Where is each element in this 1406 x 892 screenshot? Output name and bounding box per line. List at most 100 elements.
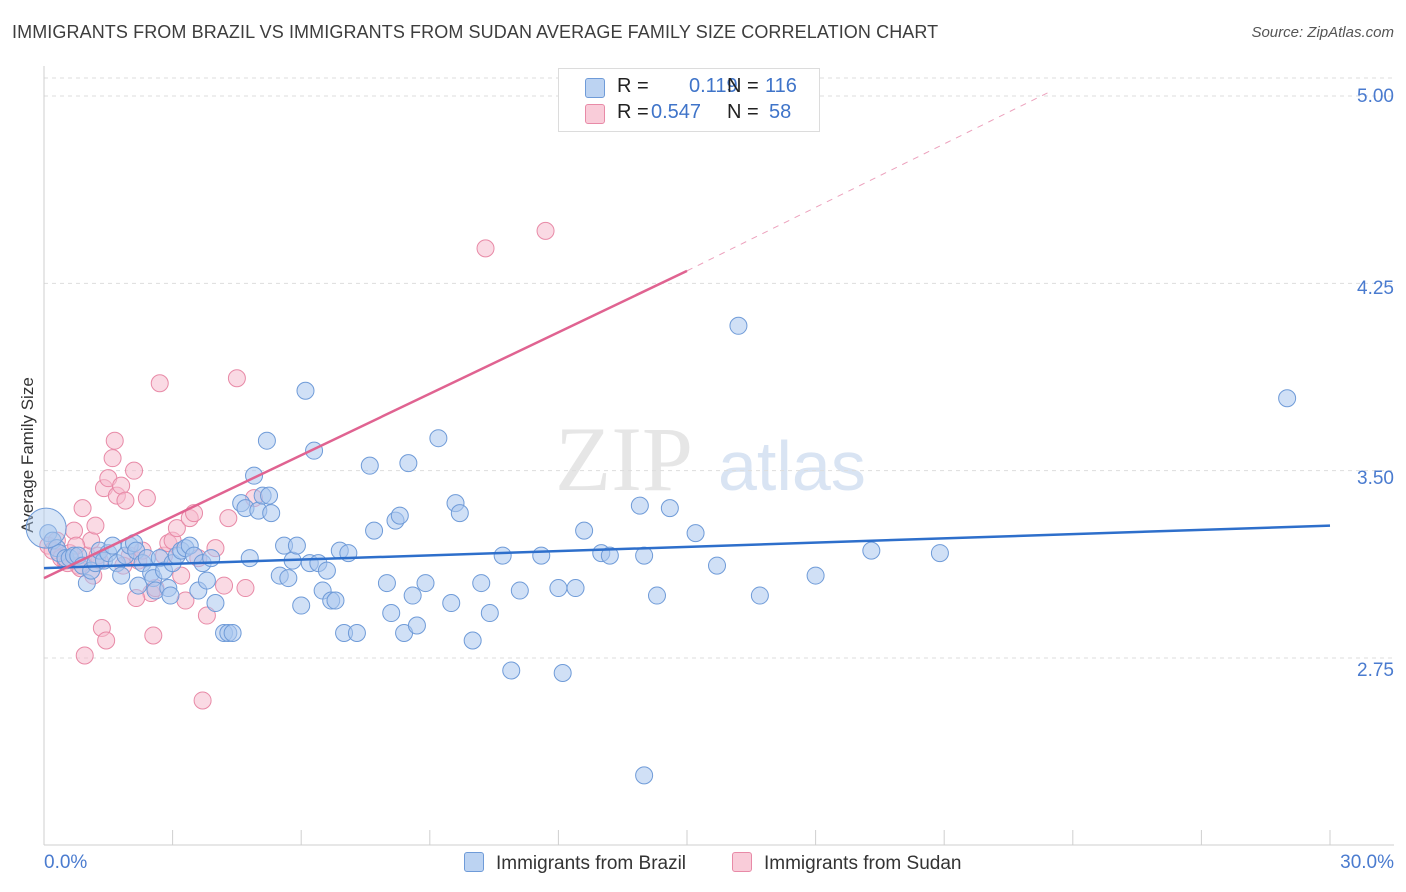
brazil-point (566, 579, 585, 598)
x-tick-label-min: 0.0% (44, 852, 88, 873)
brazil-swatch (585, 78, 605, 98)
brazil-point (279, 569, 298, 588)
sudan-point (215, 576, 234, 595)
sudan-point (476, 239, 495, 258)
n-value: 116 (765, 75, 797, 97)
sudan-legend-label: Immigrants from Sudan (764, 853, 962, 874)
legend-row-sudan: R = 0.547 N = 58 (559, 101, 819, 127)
brazil-point (360, 456, 379, 475)
sudan-point (116, 491, 135, 510)
brazil-point (463, 631, 482, 650)
n-value: 58 (769, 101, 792, 123)
brazil-point (202, 549, 221, 568)
sudan-point (193, 691, 212, 710)
brazil-point (930, 544, 949, 563)
axes (43, 66, 1394, 846)
brazil-point (399, 454, 418, 473)
sudan-point (167, 519, 186, 538)
n-label: N = (727, 101, 759, 123)
brazil-point (480, 604, 499, 623)
brazil-point (862, 541, 881, 560)
brazil-point (407, 616, 426, 635)
brazil-point (292, 596, 311, 615)
brazil-point (206, 594, 225, 613)
brazil-point (240, 549, 259, 568)
brazil-point (510, 581, 529, 600)
brazil-point (262, 504, 281, 523)
brazil-point (326, 591, 345, 610)
sudan-point (137, 489, 156, 508)
brazil-point (647, 586, 666, 605)
r-value: 0.119 (689, 75, 738, 97)
legend-row-brazil: R = 0.119 N = 116 (559, 75, 819, 101)
watermark-zip: ZIP (555, 408, 693, 510)
brazil-legend-label: Immigrants from Brazil (496, 853, 687, 874)
sudan-point (219, 509, 238, 528)
sudan-point (197, 606, 216, 625)
sudan-legend-swatch (732, 852, 752, 872)
stats-legend: R = 0.119 N = 116 R = 0.547 N = 58 (558, 68, 820, 132)
source-note: Source: ZipAtlas.com (1251, 24, 1394, 41)
r-value: 0.547 (651, 101, 702, 123)
brazil-point (382, 604, 401, 623)
bottom-legend-sudan: Immigrants from Sudan (732, 852, 961, 875)
sudan-point (536, 221, 555, 240)
sudan-point (227, 369, 246, 388)
brazil-point (450, 504, 469, 523)
brazil-point (296, 381, 315, 400)
sudan-trend-line (43, 269, 688, 580)
chart-title: IMMIGRANTS FROM BRAZIL VS IMMIGRANTS FRO… (12, 22, 939, 42)
brazil-point (223, 624, 242, 643)
brazil-point (429, 429, 448, 448)
brazil-point (750, 586, 769, 605)
sudan-swatch (585, 104, 605, 124)
y-tick-label-3-50: 3.50 (1357, 468, 1394, 489)
brazil-point (129, 576, 148, 595)
brazil-point (287, 536, 306, 555)
brazil-point (806, 566, 825, 585)
brazil-point (472, 574, 491, 593)
sudan-point (125, 461, 144, 480)
sudan-point (75, 646, 94, 665)
brazil-point (260, 486, 279, 505)
sudan-point (103, 449, 122, 468)
sudan-point (150, 374, 169, 393)
brazil-point (708, 556, 727, 575)
brazil-point (600, 546, 619, 565)
sudan-point (172, 566, 191, 585)
brazil-point (365, 521, 384, 540)
sudan-point (112, 476, 131, 495)
brazil-point (502, 661, 521, 680)
brazil-point (549, 579, 568, 598)
sudan-point (144, 626, 163, 645)
brazil-point (493, 546, 512, 565)
x-tick-label-max: 30.0% (1340, 852, 1394, 873)
y-tick-label-2-75: 2.75 (1357, 660, 1394, 681)
brazil-point (630, 496, 649, 515)
sudan-point (73, 499, 92, 518)
watermark-atlas: atlas (718, 427, 866, 505)
brazil-legend-swatch (464, 852, 484, 872)
brazil-point (575, 521, 594, 540)
brazil-point (660, 499, 679, 518)
trend-lines (43, 90, 1331, 580)
brazil-point (442, 594, 461, 613)
sudan-point (86, 516, 105, 535)
brazil-point (416, 574, 435, 593)
brazil-point (532, 546, 551, 565)
brazil-trend-line (43, 524, 1331, 570)
brazil-point (1278, 389, 1297, 408)
sudan-point (236, 579, 255, 598)
brazil-point (403, 586, 422, 605)
brazil-point (553, 663, 572, 682)
n-label: N = (727, 75, 759, 97)
brazil-point (635, 766, 654, 785)
brazil-point (317, 561, 336, 580)
y-tick-label-4-25: 4.25 (1357, 278, 1394, 299)
sudan-point (97, 631, 116, 650)
brazil-point (347, 624, 366, 643)
brazil-point (257, 431, 276, 450)
brazil-point (390, 506, 409, 525)
brazil-point (112, 566, 131, 585)
